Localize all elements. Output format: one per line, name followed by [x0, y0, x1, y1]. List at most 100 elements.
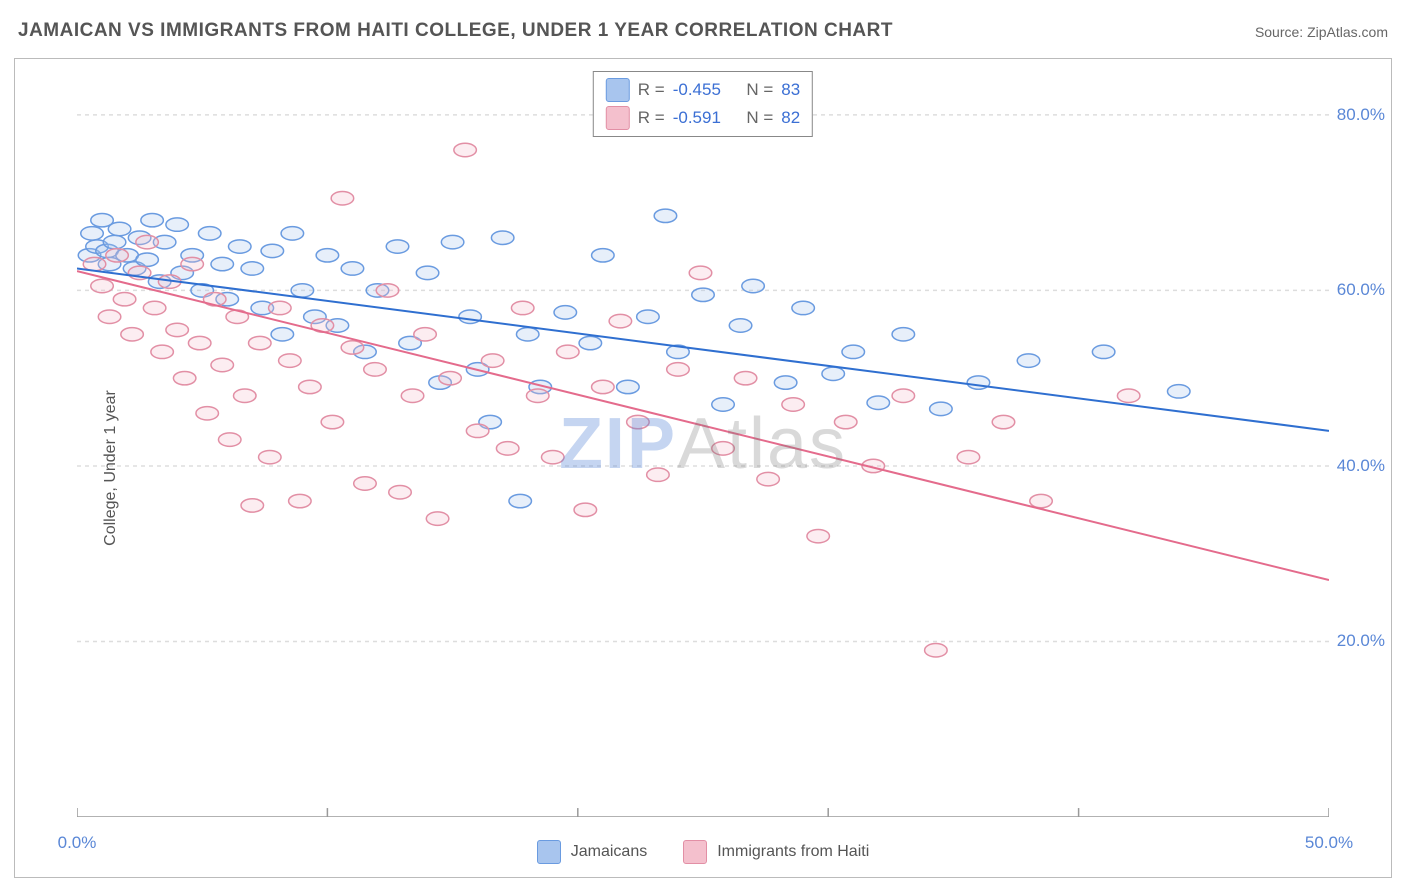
data-point — [647, 468, 670, 481]
data-point — [376, 284, 399, 297]
n-value: 82 — [781, 108, 800, 128]
data-point — [617, 380, 640, 393]
data-point — [834, 415, 857, 428]
data-point — [401, 389, 424, 402]
data-point — [592, 249, 615, 262]
data-point — [181, 257, 204, 270]
data-point — [136, 253, 159, 266]
data-point — [316, 249, 339, 262]
y-axis-tick-labels: 20.0%40.0%60.0%80.0% — [1335, 71, 1385, 817]
legend-item: Immigrants from Haiti — [683, 840, 869, 864]
data-point — [196, 407, 219, 420]
data-point — [289, 494, 312, 507]
data-point — [441, 235, 464, 248]
data-point — [299, 380, 322, 393]
data-point — [321, 415, 344, 428]
data-point — [842, 345, 865, 358]
legend-bottom: JamaicansImmigrants from Haiti — [15, 840, 1391, 869]
data-point — [91, 279, 114, 292]
data-point — [98, 310, 121, 323]
data-point — [1017, 354, 1040, 367]
y-tick-label: 40.0% — [1337, 456, 1385, 476]
data-point — [541, 450, 564, 463]
chart-outer: College, Under 1 year 20.0%40.0%60.0%80.… — [14, 58, 1392, 878]
data-point — [269, 301, 292, 314]
data-point — [925, 644, 948, 657]
data-point — [712, 398, 735, 411]
data-point — [103, 235, 126, 248]
data-point — [151, 345, 174, 358]
plot-area: 20.0%40.0%60.0%80.0% 0.0%50.0% R =-0.455… — [77, 71, 1329, 817]
data-point — [757, 472, 780, 485]
data-point — [249, 336, 272, 349]
n-value: 83 — [781, 80, 800, 100]
data-point — [341, 262, 364, 275]
data-point — [259, 450, 282, 463]
data-point — [113, 292, 136, 305]
data-point — [774, 376, 797, 389]
data-point — [491, 231, 514, 244]
data-point — [211, 358, 234, 371]
chart-title: JAMAICAN VS IMMIGRANTS FROM HAITI COLLEG… — [18, 20, 893, 41]
data-point — [386, 240, 409, 253]
data-point — [281, 227, 304, 240]
data-point — [121, 328, 144, 341]
data-point — [592, 380, 615, 393]
data-point — [466, 424, 489, 437]
data-point — [188, 336, 211, 349]
data-point — [526, 389, 549, 402]
data-point — [1030, 494, 1053, 507]
data-point — [627, 415, 650, 428]
data-point — [198, 227, 221, 240]
data-point — [892, 328, 915, 341]
source-label: Source: ZipAtlas.com — [1255, 24, 1388, 40]
data-point — [554, 306, 577, 319]
data-point — [729, 319, 752, 332]
data-point — [241, 262, 264, 275]
data-point — [574, 503, 597, 516]
stats-row: R =-0.591 N =82 — [602, 104, 804, 132]
data-point — [516, 328, 539, 341]
data-point — [454, 143, 477, 156]
data-point — [1167, 385, 1190, 398]
data-point — [364, 363, 387, 376]
data-point — [241, 499, 264, 512]
y-tick-label: 20.0% — [1337, 631, 1385, 651]
source-link[interactable]: ZipAtlas.com — [1307, 24, 1388, 40]
data-point — [807, 529, 830, 542]
data-point — [81, 227, 104, 240]
data-point — [892, 389, 915, 402]
data-point — [609, 314, 632, 327]
data-point — [822, 367, 845, 380]
data-point — [414, 328, 437, 341]
stats-row: R =-0.455 N =83 — [602, 76, 804, 104]
data-point — [228, 240, 251, 253]
regression-line — [77, 271, 1329, 580]
data-point — [782, 398, 805, 411]
data-point — [291, 284, 314, 297]
data-point — [579, 336, 602, 349]
data-point — [331, 192, 354, 205]
data-point — [734, 371, 757, 384]
data-point — [341, 341, 364, 354]
data-point — [992, 415, 1015, 428]
data-point — [557, 345, 580, 358]
data-point — [234, 389, 257, 402]
data-point — [271, 328, 294, 341]
data-point — [792, 301, 815, 314]
data-point — [261, 244, 284, 257]
y-tick-label: 60.0% — [1337, 280, 1385, 300]
data-point — [354, 477, 377, 490]
data-point — [637, 310, 660, 323]
data-point — [439, 371, 462, 384]
data-point — [416, 266, 439, 279]
data-point — [218, 433, 241, 446]
stats-legend-box: R =-0.455 N =83R =-0.591 N =82 — [593, 71, 813, 137]
r-value: -0.591 — [673, 108, 721, 128]
data-point — [426, 512, 449, 525]
data-point — [166, 323, 189, 336]
data-point — [1117, 389, 1140, 402]
data-point — [692, 288, 715, 301]
data-point — [141, 213, 164, 226]
data-point — [654, 209, 677, 222]
